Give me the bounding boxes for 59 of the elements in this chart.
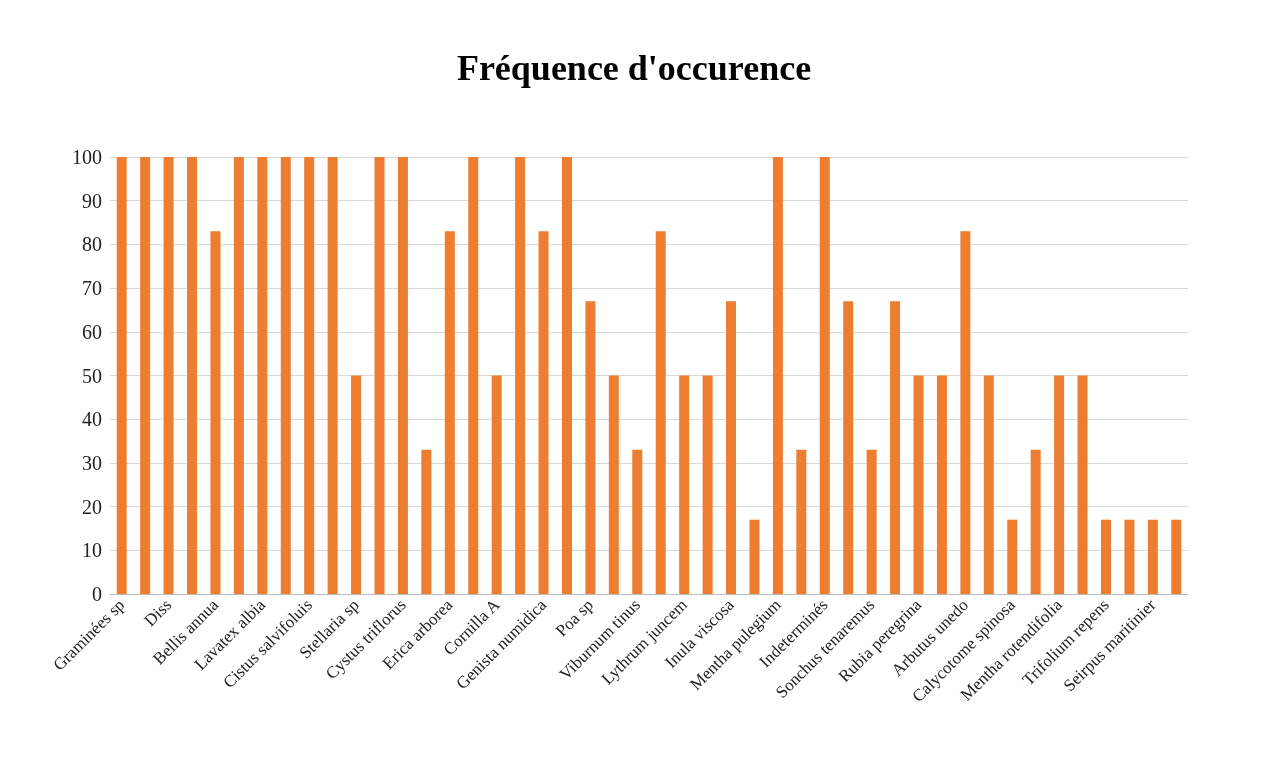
bar	[304, 157, 315, 594]
bar	[561, 157, 572, 594]
bar	[116, 157, 127, 594]
bar	[1147, 519, 1158, 594]
y-tick-label: 80	[82, 233, 102, 256]
bar	[1100, 519, 1111, 594]
bar	[1171, 519, 1182, 594]
bar	[374, 157, 385, 594]
bar	[1030, 449, 1041, 594]
bar	[890, 301, 901, 594]
x-tick-label: Diss	[140, 595, 176, 631]
bar	[1124, 519, 1135, 594]
y-tick-label: 90	[82, 189, 102, 212]
bar	[796, 449, 807, 594]
y-tick-label: 10	[82, 539, 102, 562]
bar	[140, 157, 151, 594]
y-tick-label: 40	[82, 408, 102, 431]
bar	[772, 157, 783, 594]
bar	[1054, 375, 1065, 594]
y-tick-label: 60	[82, 320, 102, 343]
bar	[515, 157, 526, 594]
y-tick-label: 50	[82, 364, 102, 387]
bar	[538, 231, 549, 594]
bar	[960, 231, 971, 594]
bar	[280, 157, 291, 594]
bar	[608, 375, 619, 594]
bar	[726, 301, 737, 594]
bar	[1077, 375, 1088, 594]
bar	[163, 157, 174, 594]
y-tick-label: 0	[92, 583, 102, 605]
bar	[913, 375, 924, 594]
y-tick-label: 20	[82, 495, 102, 518]
bar	[210, 231, 221, 594]
y-tick-label: 30	[82, 451, 102, 474]
bar	[257, 157, 268, 594]
bar	[468, 157, 479, 594]
y-tick-label: 100	[72, 146, 102, 168]
bar	[819, 157, 830, 594]
bar	[444, 231, 455, 594]
bar	[1007, 519, 1018, 594]
bar	[843, 301, 854, 594]
y-tick-label: 70	[82, 277, 102, 300]
bar	[749, 519, 760, 594]
bar	[585, 301, 596, 594]
bar	[351, 375, 362, 594]
bar	[233, 157, 244, 594]
bar	[421, 449, 432, 594]
bar	[655, 231, 666, 594]
bar	[327, 157, 338, 594]
bar	[702, 375, 713, 594]
bar	[679, 375, 690, 594]
chart-title: Fréquence d'occurence	[456, 48, 812, 88]
bar	[491, 375, 502, 594]
bar	[866, 449, 877, 594]
bar	[936, 375, 947, 594]
bar	[983, 375, 994, 594]
bar	[632, 449, 643, 594]
bar	[187, 157, 198, 594]
bar	[397, 157, 408, 594]
